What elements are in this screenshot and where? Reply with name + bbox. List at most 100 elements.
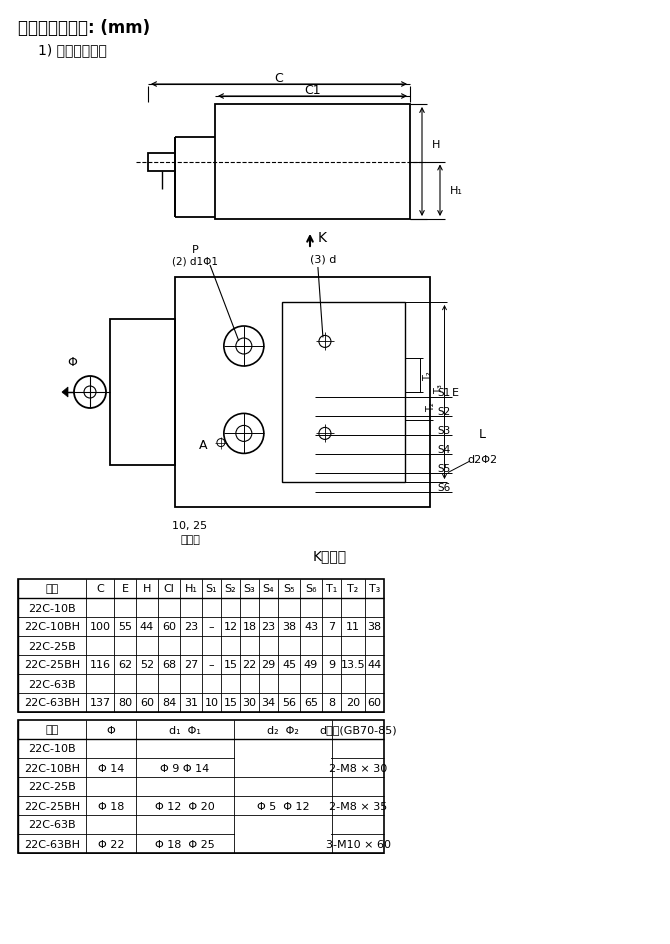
Text: 12: 12: [223, 622, 238, 632]
Text: 31: 31: [184, 698, 198, 708]
Text: 15: 15: [224, 698, 237, 708]
Text: E: E: [121, 584, 129, 594]
Text: Φ 9 Φ 14: Φ 9 Φ 14: [160, 763, 210, 773]
Text: d螺釘(GB70-85): d螺釘(GB70-85): [319, 725, 397, 734]
Text: (2) d1Φ1: (2) d1Φ1: [172, 257, 218, 267]
Text: 68: 68: [162, 660, 176, 670]
Text: 116: 116: [90, 660, 111, 670]
Text: 29: 29: [261, 660, 275, 670]
Bar: [175, 278, 430, 508]
Text: Φ: Φ: [67, 356, 77, 369]
Text: 55: 55: [118, 622, 132, 632]
Text: H₁: H₁: [184, 584, 198, 594]
Text: 8: 8: [328, 698, 335, 708]
Text: 22C-25BH: 22C-25BH: [24, 660, 80, 670]
Text: H: H: [143, 584, 151, 594]
Text: 65: 65: [304, 698, 318, 708]
Text: 型號: 型號: [46, 725, 59, 734]
Text: 137: 137: [89, 698, 111, 708]
Text: 45: 45: [282, 660, 296, 670]
Text: 60: 60: [162, 622, 176, 632]
Text: 15: 15: [224, 660, 237, 670]
Text: Cl: Cl: [163, 584, 174, 594]
Text: T₃: T₃: [369, 584, 380, 594]
Text: 10, 25: 10, 25: [172, 520, 208, 531]
Text: 34: 34: [261, 698, 275, 708]
Bar: [18, 720, 384, 853]
Text: 22C-63BH: 22C-63BH: [24, 698, 80, 708]
Text: 49: 49: [304, 660, 318, 670]
Text: S₁: S₁: [206, 584, 217, 594]
Text: Φ 22: Φ 22: [98, 838, 124, 849]
Text: Φ 5  Φ 12: Φ 5 Φ 12: [257, 801, 310, 811]
Text: H: H: [432, 140, 440, 150]
Text: S4: S4: [437, 444, 450, 454]
Text: S₄: S₄: [263, 584, 274, 594]
Text: A: A: [199, 439, 207, 452]
Text: S₅: S₅: [283, 584, 295, 594]
Text: d₁  Φ₁: d₁ Φ₁: [169, 725, 201, 734]
Text: T₁: T₁: [326, 584, 337, 594]
Text: 9: 9: [328, 660, 335, 670]
Text: S₂: S₂: [224, 584, 237, 594]
Text: T₂: T₂: [347, 584, 358, 594]
Text: 30: 30: [243, 698, 257, 708]
Text: S2: S2: [437, 406, 450, 416]
Text: 23: 23: [261, 622, 275, 632]
Text: 18: 18: [243, 622, 257, 632]
Text: 62: 62: [118, 660, 132, 670]
Text: 38: 38: [282, 622, 296, 632]
Text: 2-M8 × 30: 2-M8 × 30: [329, 763, 387, 773]
Text: 型號: 型號: [46, 584, 59, 594]
Text: 60: 60: [368, 698, 381, 708]
Text: 7: 7: [328, 622, 335, 632]
Text: 60: 60: [140, 698, 154, 708]
Bar: [148, 154, 175, 172]
Text: Φ 12  Φ 20: Φ 12 Φ 20: [155, 801, 215, 811]
Text: S5: S5: [437, 464, 450, 473]
Text: 1) 二位二通型：: 1) 二位二通型：: [38, 43, 107, 57]
Text: 44: 44: [140, 622, 154, 632]
Text: 80: 80: [118, 698, 132, 708]
Text: C: C: [275, 72, 283, 84]
Text: S1: S1: [437, 387, 450, 397]
Text: S₃: S₃: [244, 584, 255, 594]
Text: C1: C1: [304, 83, 321, 96]
Text: 22C-10BH: 22C-10BH: [24, 763, 80, 773]
Text: S3: S3: [437, 425, 450, 435]
Text: 23: 23: [184, 622, 198, 632]
Text: 100: 100: [90, 622, 111, 632]
Text: 22C-63B: 22C-63B: [28, 819, 76, 830]
Text: 22C-63B: 22C-63B: [28, 679, 76, 689]
Text: 56: 56: [282, 698, 296, 708]
Text: T₃: T₃: [435, 384, 444, 394]
Text: K向視圖: K向視圖: [313, 548, 347, 563]
Text: Φ 18  Φ 25: Φ 18 Φ 25: [155, 838, 215, 849]
Text: P: P: [192, 244, 198, 255]
Text: L: L: [478, 428, 486, 441]
Bar: [110, 320, 175, 465]
Text: –: –: [208, 660, 214, 670]
Text: T₂: T₂: [423, 370, 433, 380]
Text: 11: 11: [346, 622, 360, 632]
Text: Φ: Φ: [107, 725, 115, 734]
Text: K: K: [318, 230, 327, 244]
Text: 22C-25B: 22C-25B: [28, 641, 76, 650]
Text: d2Φ2: d2Φ2: [467, 454, 497, 464]
Text: H₁: H₁: [450, 186, 463, 196]
Text: (3) d: (3) d: [310, 255, 336, 264]
Polygon shape: [62, 388, 68, 397]
Text: 外形及安裝尺寸: (mm): 外形及安裝尺寸: (mm): [18, 19, 150, 37]
Text: S6: S6: [437, 482, 450, 492]
Text: S₆: S₆: [306, 584, 317, 594]
Text: 10: 10: [204, 698, 218, 708]
Text: 22C-25B: 22C-25B: [28, 782, 76, 792]
Text: 無此孔: 無此孔: [180, 534, 200, 545]
Text: Φ 14: Φ 14: [98, 763, 124, 773]
Text: 84: 84: [162, 698, 176, 708]
Text: Φ 18: Φ 18: [98, 801, 124, 811]
Text: 43: 43: [304, 622, 318, 632]
Text: C: C: [96, 584, 104, 594]
Text: 52: 52: [140, 660, 154, 670]
Text: E: E: [452, 388, 458, 397]
